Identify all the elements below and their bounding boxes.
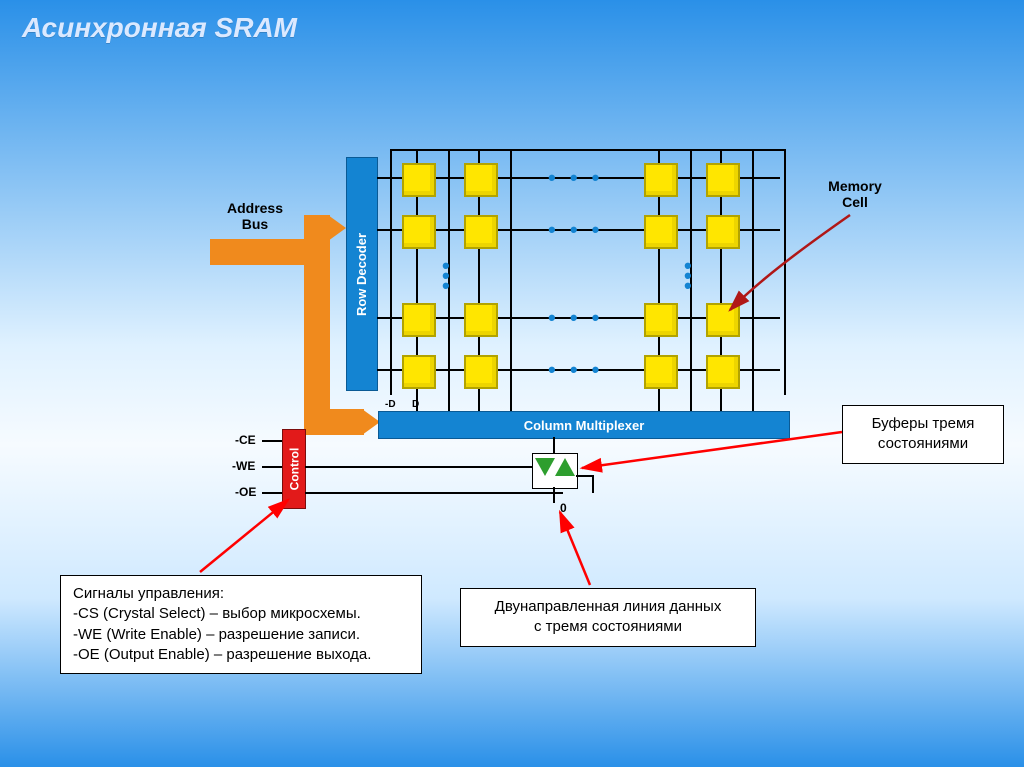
pin-we: -WE [232,459,255,473]
control-signals-header: Сигналы управления: [73,584,409,604]
sram-diagram: Row Decoder Column Multiplexer -D D Cont… [220,145,820,525]
memory-cell [644,355,678,389]
ellipsis-icon: • • • [548,357,603,383]
ellipsis-icon: • • • [548,217,603,243]
wordline [377,177,390,179]
memory-cell [402,303,436,337]
control-signal-we: -WE (Write Enable) – разрешение записи. [73,625,409,645]
memory-cell [644,215,678,249]
ellipsis-icon: • • • [548,305,603,331]
memory-cell [464,355,498,389]
memory-cell [464,163,498,197]
memory-cell-label: Memory Cell [820,178,890,210]
ellipsis-icon: ••• [684,261,696,291]
wire [305,492,563,494]
buffer-down-icon [555,458,575,476]
column-mux-label: Column Multiplexer [524,418,645,433]
pin-line [262,466,282,468]
pin-oe: -OE [235,485,256,499]
row-decoder-label: Row Decoder [355,232,370,315]
memory-cell [706,163,740,197]
wordline [377,369,390,371]
bus-segment [304,409,364,435]
wire [592,475,594,493]
zero-label: 0 [560,501,567,515]
memory-cell [402,355,436,389]
memory-cell [464,215,498,249]
ellipsis-icon: • • • [548,165,603,191]
bidirectional-box: Двунаправленная линия данных с тремя сос… [460,588,756,647]
slide: Асинхронная SRAM Address Bus Memory Cell… [0,0,1024,767]
wire [553,487,555,503]
control-block: Control [282,429,306,509]
control-signal-cs: -CS (Crystal Select) – выбор микросхемы. [73,604,409,624]
bus-segment [304,239,330,435]
buffers-box-text: Буферы тремя состояниями [872,415,975,452]
bidirectional-text: Двунаправленная линия данных с тремя сос… [495,598,722,635]
control-label: Control [287,448,301,491]
bitline [752,151,754,411]
memory-cell [706,303,740,337]
pin-ce: -CE [235,433,256,447]
slide-title: Асинхронная SRAM [22,12,297,44]
wordline [377,229,390,231]
memory-cell [706,355,740,389]
wire [305,466,537,468]
memory-cell [706,215,740,249]
memory-cell [464,303,498,337]
row-decoder-block: Row Decoder [346,157,378,391]
d-neg-label: -D [385,399,396,410]
control-signal-oe: -OE (Output Enable) – разрешение выхода. [73,645,409,665]
wordline [377,317,390,319]
buffers-box: Буферы тремя состояниями [842,405,1004,464]
memory-cell [644,303,678,337]
memory-cell-text: Memory Cell [828,178,882,210]
memory-cell [402,163,436,197]
control-signals-box: Сигналы управления: -CS (Crystal Select)… [60,575,422,674]
buffer-up-icon [535,458,555,476]
memory-cell [644,163,678,197]
ellipsis-icon: ••• [442,261,454,291]
bus-arrow [328,215,346,241]
memory-cell [402,215,436,249]
pin-line [262,492,282,494]
bitline [510,151,512,411]
pin-line [262,440,282,442]
column-mux-block: Column Multiplexer [378,411,790,439]
